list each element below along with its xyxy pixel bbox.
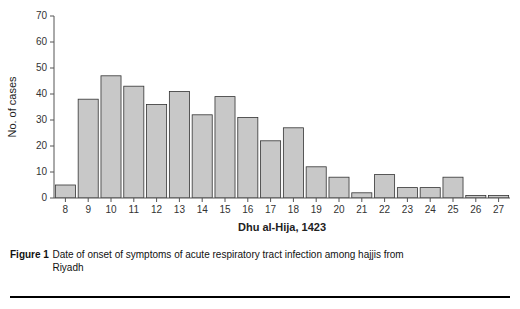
x-tick	[498, 198, 499, 202]
x-tick-label: 27	[493, 204, 505, 215]
bar	[375, 175, 395, 198]
x-tick-label: 26	[470, 204, 482, 215]
x-tick-label: 15	[219, 204, 231, 215]
bar	[147, 104, 167, 198]
x-tick	[384, 198, 385, 202]
x-tick	[270, 198, 271, 202]
bar	[124, 86, 144, 198]
y-tick-label: 30	[36, 114, 48, 125]
y-tick	[50, 198, 54, 199]
x-tick	[88, 198, 89, 202]
y-tick-label: 40	[36, 88, 48, 99]
y-tick-label: 0	[41, 192, 47, 203]
y-tick	[50, 16, 54, 17]
x-tick	[133, 198, 134, 202]
x-tick-label: 24	[425, 204, 437, 215]
x-tick-label: 16	[242, 204, 254, 215]
bar	[55, 185, 75, 198]
x-axis-label: Dhu al-Hija, 1423	[238, 221, 326, 233]
y-tick-label: 70	[36, 10, 48, 21]
y-tick-label: 10	[36, 166, 48, 177]
x-tick-label: 22	[379, 204, 391, 215]
x-tick	[316, 198, 317, 202]
x-tick-label: 25	[447, 204, 459, 215]
caption: Date of onset of symptoms of acute respi…	[52, 249, 403, 273]
bars	[55, 76, 508, 198]
x-tick	[339, 198, 340, 202]
x-axis-line	[54, 198, 510, 199]
caption-line: Date of onset of symptoms of acute respi…	[52, 249, 403, 260]
x-tick-label: 17	[265, 204, 277, 215]
bar	[215, 97, 235, 198]
x-tick-label: 12	[151, 204, 163, 215]
y-tick	[50, 172, 54, 173]
x-axis: 8 9 10 11 12 13 14 15 16 17 18 19 20 21 22 23 24 25 26 27	[54, 198, 510, 215]
rule	[10, 296, 510, 298]
x-tick	[293, 198, 294, 202]
x-tick-label: 11	[129, 204, 140, 215]
y-tick	[50, 68, 54, 69]
x-tick	[361, 198, 362, 202]
x-tick-label: 23	[402, 204, 414, 215]
y-axis-label: No. of cases	[6, 76, 18, 138]
bar	[420, 188, 440, 198]
y-tick-label: 20	[36, 140, 48, 151]
y-tick	[50, 146, 54, 147]
x-tick	[407, 198, 408, 202]
bar	[238, 117, 258, 198]
x-tick-label: 21	[356, 204, 368, 215]
bar	[443, 177, 463, 198]
x-tick-label: 14	[197, 204, 209, 215]
x-tick-label: 10	[105, 204, 117, 215]
x-tick	[225, 198, 226, 202]
bar	[352, 193, 372, 198]
bar	[329, 177, 349, 198]
x-tick	[111, 198, 112, 202]
y-tick-label: 60	[36, 36, 48, 47]
background	[0, 0, 520, 309]
bar	[306, 167, 326, 198]
y-tick	[50, 120, 54, 121]
caption-label: Figure 1	[10, 249, 49, 260]
bar	[261, 141, 281, 198]
x-tick-label: 19	[311, 204, 323, 215]
y-axis: 0 10 20 30 40 50 60 70	[36, 10, 54, 203]
y-tick	[50, 94, 54, 95]
y-axis-line	[54, 16, 55, 198]
y-tick-label: 50	[36, 62, 48, 73]
bar	[397, 188, 417, 198]
y-tick	[50, 42, 54, 43]
bar	[283, 128, 303, 198]
chart: 0 10 20 30 40 50 60 70 No. of cases 8 9 10 11 12 13 14 1…	[0, 0, 520, 309]
x-tick	[179, 198, 180, 202]
x-tick	[430, 198, 431, 202]
caption-line: Riyadh	[52, 262, 83, 273]
x-tick	[475, 198, 476, 202]
bar	[192, 115, 212, 198]
x-tick	[65, 198, 66, 202]
bar	[78, 99, 98, 198]
x-tick	[202, 198, 203, 202]
bar	[101, 76, 121, 198]
x-tick-label: 20	[333, 204, 345, 215]
x-tick-label: 8	[63, 204, 69, 215]
x-tick-label: 13	[174, 204, 186, 215]
x-tick	[247, 198, 248, 202]
x-tick-label: 18	[288, 204, 300, 215]
bar	[169, 91, 189, 198]
x-tick-label: 9	[85, 204, 91, 215]
x-tick	[453, 198, 454, 202]
x-tick	[156, 198, 157, 202]
